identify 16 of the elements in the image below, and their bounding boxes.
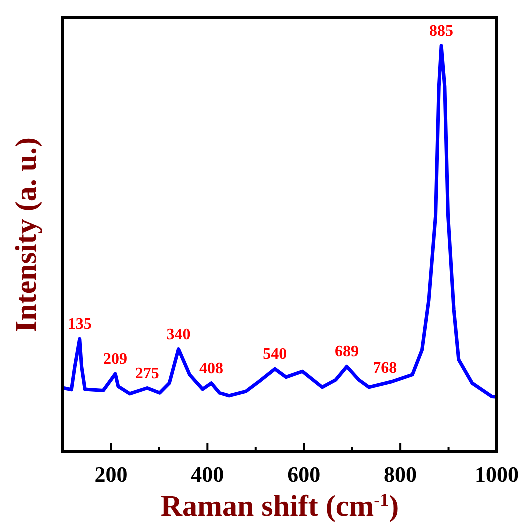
annotation: 540 [263,346,288,364]
x-tick-label: 400 [191,462,224,487]
x-axis-title: Raman shift (cm$^{-1}$) [160,490,400,523]
annotation: 340 [166,326,191,344]
x-tick-label: 600 [288,462,321,487]
annotation: 768 [373,360,398,377]
x-tick-label: 1000 [475,462,519,487]
annotation: 408 [200,360,224,378]
annotation: 209 [104,351,128,368]
annotation: 689 [335,344,360,361]
annotation: 885 [430,23,454,40]
annotation: 275 [135,365,160,382]
y-axis-title: Intensity (a. u.) [10,137,43,333]
annotation: 135 [68,316,92,334]
x-tick-label: 200 [94,462,128,487]
x-tick-label: 800 [384,462,418,487]
